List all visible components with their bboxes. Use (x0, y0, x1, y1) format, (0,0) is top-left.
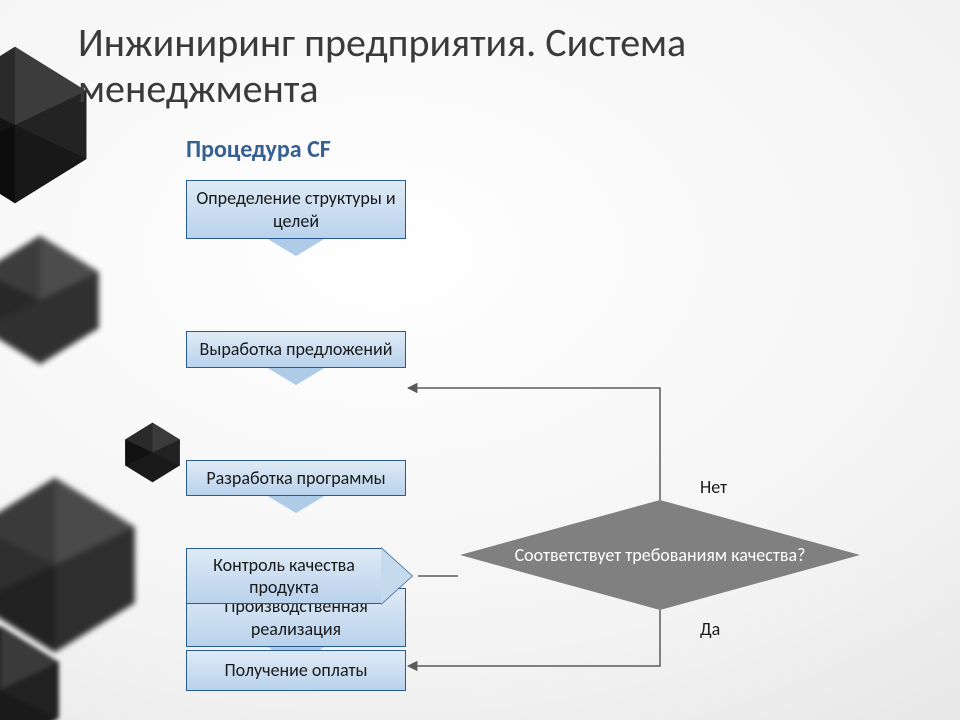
decision-diamond: Соответствует требованиям качества? (460, 500, 860, 610)
decor-polyhedron-5 (0, 620, 70, 720)
flow-step-6: Получение оплаты (186, 650, 406, 691)
decision-label: Соответствует требованиям качества? (515, 544, 806, 567)
flow-step-2-label: Выработка предложений (200, 338, 393, 360)
flow-step-5: Контроль качества продукта (186, 548, 406, 604)
flow-step-3: Разработка программы (186, 460, 406, 497)
down-arrow-icon (266, 495, 326, 513)
branch-label-no: Нет (700, 476, 727, 498)
connector-yes-to-s6 (408, 610, 660, 666)
connector-no-to-s3 (408, 388, 660, 500)
decor-polyhedron-2 (0, 230, 110, 370)
right-arrow-icon-fill (381, 548, 412, 604)
flow-step-3-label: Разработка программы (206, 467, 385, 489)
flow-step-1-label: Определение структуры и целей (196, 187, 395, 232)
down-arrow-icon (266, 367, 326, 385)
branch-label-yes: Да (700, 618, 720, 640)
subtitle: Процедура CF (186, 135, 331, 164)
flow-step-1: Определение структуры и целей (186, 180, 406, 239)
flow-step-2: Выработка предложений (186, 331, 406, 368)
down-arrow-icon (266, 238, 326, 256)
page-title: Инжиниринг предприятия. Система менеджме… (78, 20, 900, 112)
flow-step-5-label: Контроль качества продукта (193, 554, 375, 599)
flow-step-6-label: Получение оплаты (224, 659, 367, 681)
